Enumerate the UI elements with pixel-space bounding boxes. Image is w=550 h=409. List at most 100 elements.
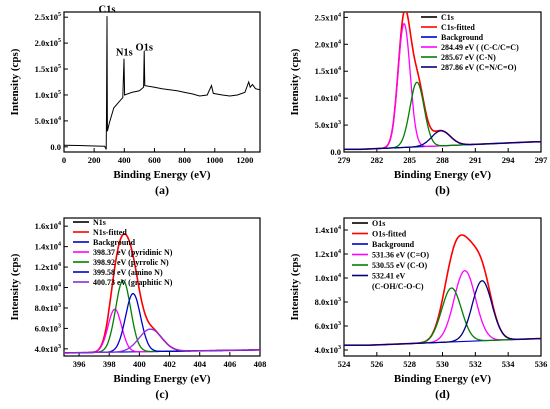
y-axis-label: Intensity (cps): [289, 253, 301, 320]
legend-entry: 530.55 eV (C-O): [372, 261, 428, 270]
y-tick-label: 6.0x103: [315, 321, 341, 331]
x-tick-label: 282: [370, 155, 383, 165]
legend-entry: 285.67 eV (C-N): [441, 53, 496, 62]
legend-entry: 284.49 eV ( (C-C/C=C): [441, 43, 519, 52]
y-tick-label: 8.0x103: [35, 303, 61, 313]
x-axis-label: Binding Energy (eV): [394, 169, 492, 181]
legend-entry: 400.73 eV (graphitic N): [93, 278, 173, 287]
panel-label: (c): [155, 387, 168, 401]
series-line: [344, 280, 541, 346]
legend-entry: O1s-fitted: [372, 230, 407, 239]
legend-entry: C1s-fitted: [441, 23, 475, 32]
legend-entry: 398.37 eV (pyridinic N): [93, 248, 173, 257]
x-tick-label: 600: [148, 155, 161, 165]
y-tick-label: 1.5x105: [35, 64, 61, 74]
y-tick-label: 5.0x104: [35, 116, 61, 126]
x-tick-label: 800: [178, 155, 191, 165]
x-tick-label: 528: [403, 359, 416, 369]
x-axis-label: Binding Energy (eV): [113, 169, 211, 181]
legend-entry: C1s: [441, 13, 454, 22]
legend-entry: 531.36 eV (C=O): [372, 251, 429, 260]
x-tick-label: 294: [502, 155, 516, 165]
y-tick-label: 4.0x103: [315, 345, 341, 355]
x-tick-label: 402: [163, 359, 176, 369]
peak-annotation-n1s: N1s: [116, 48, 133, 59]
legend-entry: 287.86 eV (C=N/C=O): [441, 63, 517, 72]
survey-spectrum-line: [64, 16, 260, 150]
y-tick-label: 6.0x103: [35, 323, 61, 333]
y-tick-label: 2.0x105: [35, 38, 61, 48]
peak-annotation-c1s: C1s: [99, 5, 116, 16]
x-tick-label: 1200: [236, 155, 253, 165]
x-tick-label: 398: [103, 359, 116, 369]
x-tick-label: 288: [436, 155, 449, 165]
x-tick-label: 526: [370, 359, 383, 369]
legend-entry: N1s: [93, 218, 106, 227]
legend-entry: 532.41 eV: [372, 272, 406, 281]
y-tick-label: 1.6x104: [35, 221, 61, 231]
y-tick-label: 2.5x105: [35, 12, 61, 22]
y-axis-label: Intensity (cps): [9, 253, 21, 320]
x-tick-label: 0: [62, 155, 66, 165]
legend-entry: Background: [441, 33, 484, 42]
legend-entry-line2: (C-OH/C-O-C): [372, 282, 424, 291]
x-tick-label: 285: [403, 155, 416, 165]
y-tick-label: 1.2x104: [35, 262, 61, 272]
x-tick-label: 400: [118, 155, 131, 165]
x-tick-label: 1000: [206, 155, 223, 165]
chart-panel-b: 279 282 285 288 291 294 297 0.0 5.0x103 1.0x104 1.…: [289, 11, 549, 197]
legend-entry: Background: [372, 240, 415, 249]
x-tick-label: 536: [535, 359, 548, 369]
peak-annotation-o1s: O1s: [135, 42, 153, 53]
x-tick-label: 404: [193, 359, 207, 369]
y-tick-label: 2.0x104: [315, 39, 341, 49]
x-tick-label: 396: [73, 359, 86, 369]
y-tick-label: 1.4x104: [35, 242, 61, 252]
x-tick-label: 408: [254, 359, 267, 369]
y-tick-label: 1.0x104: [315, 273, 341, 283]
legend-entry: Background: [93, 238, 136, 247]
y-tick-label: 1.0x104: [35, 283, 61, 293]
panel-label: (d): [435, 387, 450, 401]
y-axis-label: Intensity (cps): [289, 48, 301, 115]
x-tick-label: 297: [535, 155, 549, 165]
y-tick-label: 1.2x104: [315, 249, 341, 259]
x-tick-label: 534: [502, 359, 516, 369]
chart-panel-c: 396 398 400 402 404 406 408 4.0x103 6.0x103 8.0x1…: [9, 217, 267, 401]
y-tick-label: 8.0x103: [315, 297, 341, 307]
x-tick-label: 532: [469, 359, 482, 369]
series-line: [344, 81, 541, 150]
x-axis-label: Binding Energy (eV): [394, 373, 492, 385]
legend-entry: O1s: [372, 219, 385, 228]
series-line: [64, 293, 260, 354]
plot-frame: [63, 11, 261, 153]
x-tick-label: 291: [469, 155, 482, 165]
y-tick-label: 1.5x104: [315, 66, 341, 76]
y-tick-label: 2.5x104: [315, 12, 341, 22]
series-line: [64, 279, 260, 354]
series-line: [64, 328, 260, 354]
legend-entry: 399.58 eV (amino N): [93, 268, 163, 277]
y-tick-label: 5.0x103: [315, 120, 341, 130]
chart-panel-a: 0 200 400 600 800 1000 1200 0.0 5.0x104 1.0x105 1.…: [9, 5, 261, 197]
y-tick-label: 1.4x104: [315, 225, 341, 235]
x-tick-label: 524: [338, 359, 352, 369]
x-tick-label: 279: [338, 155, 351, 165]
panel-label: (b): [435, 183, 450, 197]
series-line: [344, 130, 541, 150]
y-axis-label: Intensity (cps): [9, 48, 21, 115]
legend-entry: N1s-fitted: [93, 228, 127, 237]
chart-panel-d: 524 526 528 530 532 534 536 4.0x103 6.0x103 8.0x1…: [289, 217, 548, 401]
series-line: [64, 308, 260, 354]
y-tick-label: 0.0: [330, 147, 341, 157]
legend-entry: 398.92 eV (pyrrolic N): [93, 258, 169, 267]
x-tick-label: 406: [223, 359, 236, 369]
x-tick-label: 200: [88, 155, 101, 165]
plot-frame: [63, 217, 261, 357]
x-tick-label: 400: [133, 359, 146, 369]
x-tick-label: 530: [436, 359, 449, 369]
